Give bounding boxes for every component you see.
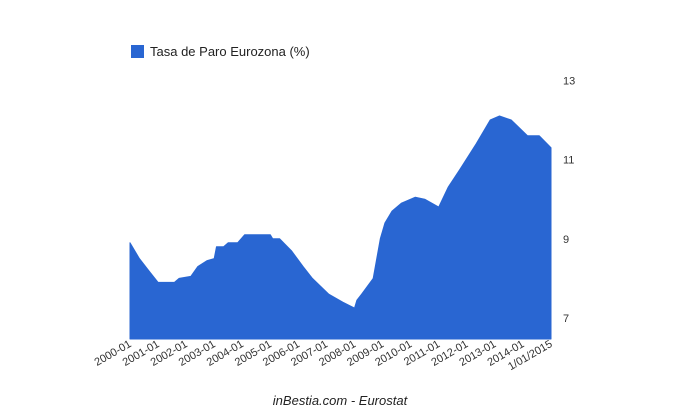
- legend-swatch: [131, 45, 144, 58]
- y-tick-label: 13: [563, 75, 575, 87]
- legend-label: Tasa de Paro Eurozona (%): [150, 44, 310, 59]
- source-footer: inBestia.com - Eurostat: [272, 393, 408, 408]
- legend: Tasa de Paro Eurozona (%): [131, 44, 310, 59]
- series-area: [129, 115, 552, 340]
- y-tick-label: 9: [563, 234, 569, 246]
- y-tick-label: 11: [563, 155, 574, 167]
- y-tick-label: 7: [563, 313, 569, 325]
